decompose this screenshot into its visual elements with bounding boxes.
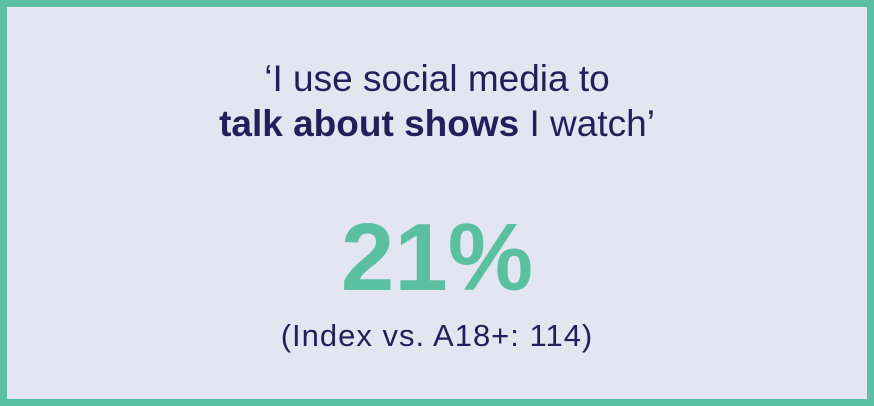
quote-line-2-rest: I watch’	[519, 103, 655, 144]
quote-text: ‘I use social media to talk about shows …	[7, 56, 867, 146]
percentage-value: 21%	[7, 206, 867, 310]
quote-line-2: talk about shows I watch’	[7, 101, 867, 146]
quote-emphasis: talk about shows	[219, 103, 519, 144]
quote-line-1: ‘I use social media to	[7, 56, 867, 101]
index-note: (Index vs. A18+: 114)	[7, 316, 867, 356]
